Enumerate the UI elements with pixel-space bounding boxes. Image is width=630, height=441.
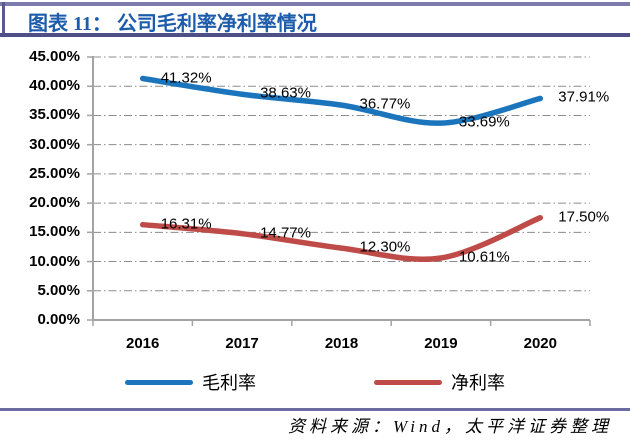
legend-line-swatch (374, 379, 442, 385)
y-axis-tick-label: 10.00% (29, 252, 80, 270)
legend-line-swatch (125, 379, 193, 385)
y-axis-tick-label: 0.00% (37, 311, 80, 328)
footer-divider (0, 408, 630, 411)
y-axis-tick-label: 20.00% (29, 194, 80, 212)
data-label-gross-margin: 36.77% (359, 95, 411, 113)
y-axis-tick-label: 30.00% (29, 135, 80, 153)
x-axis-tick-label: 2019 (424, 335, 458, 352)
y-axis-tick-label: 25.00% (29, 164, 80, 182)
y-axis-tick-label: 40.00% (29, 77, 80, 95)
x-axis-tick-label: 2017 (225, 335, 259, 352)
chart-legend: 毛利率 净利率 (0, 369, 630, 395)
header-left-accent-bar (2, 2, 5, 34)
data-label-net-margin: 12.30% (359, 238, 411, 256)
y-axis-tick-label: 5.00% (37, 281, 80, 299)
series-line-gross-margin (139, 75, 544, 126)
legend-label: 净利率 (451, 373, 505, 393)
data-label-net-margin: 17.50% (558, 208, 610, 226)
y-axis-tick-label: 45.00% (29, 48, 80, 65)
data-label-gross-margin: 41.32% (160, 69, 212, 86)
data-label-net-margin: 14.77% (260, 224, 311, 242)
series-line-net-margin (139, 214, 544, 263)
header-bottom-border (0, 33, 630, 37)
x-axis-tick-label: 2018 (324, 335, 359, 352)
data-label-net-margin: 16.31% (160, 215, 212, 233)
source-note: 资料来源：Wind，太平洋证券整理 (288, 417, 612, 436)
x-axis-tick-label: 2020 (523, 335, 557, 352)
y-axis-tick-label: 15.00% (29, 223, 80, 241)
legend-item-gross-margin: 毛利率 (125, 369, 256, 395)
data-label-gross-margin: 37.91% (558, 88, 610, 106)
data-label-gross-margin: 38.63% (260, 84, 311, 102)
x-axis-tick-label: 2016 (126, 335, 160, 352)
data-label-net-margin: 10.61% (458, 248, 510, 266)
figure-title: 图表 11： 公司毛利率净利率情况 (28, 13, 317, 35)
header-top-border (0, 2, 630, 6)
legend-label: 毛利率 (202, 373, 256, 393)
data-label-gross-margin: 33.69% (458, 113, 510, 131)
legend-item-net-margin: 净利率 (374, 369, 505, 395)
y-axis-tick-label: 35.00% (29, 106, 80, 124)
